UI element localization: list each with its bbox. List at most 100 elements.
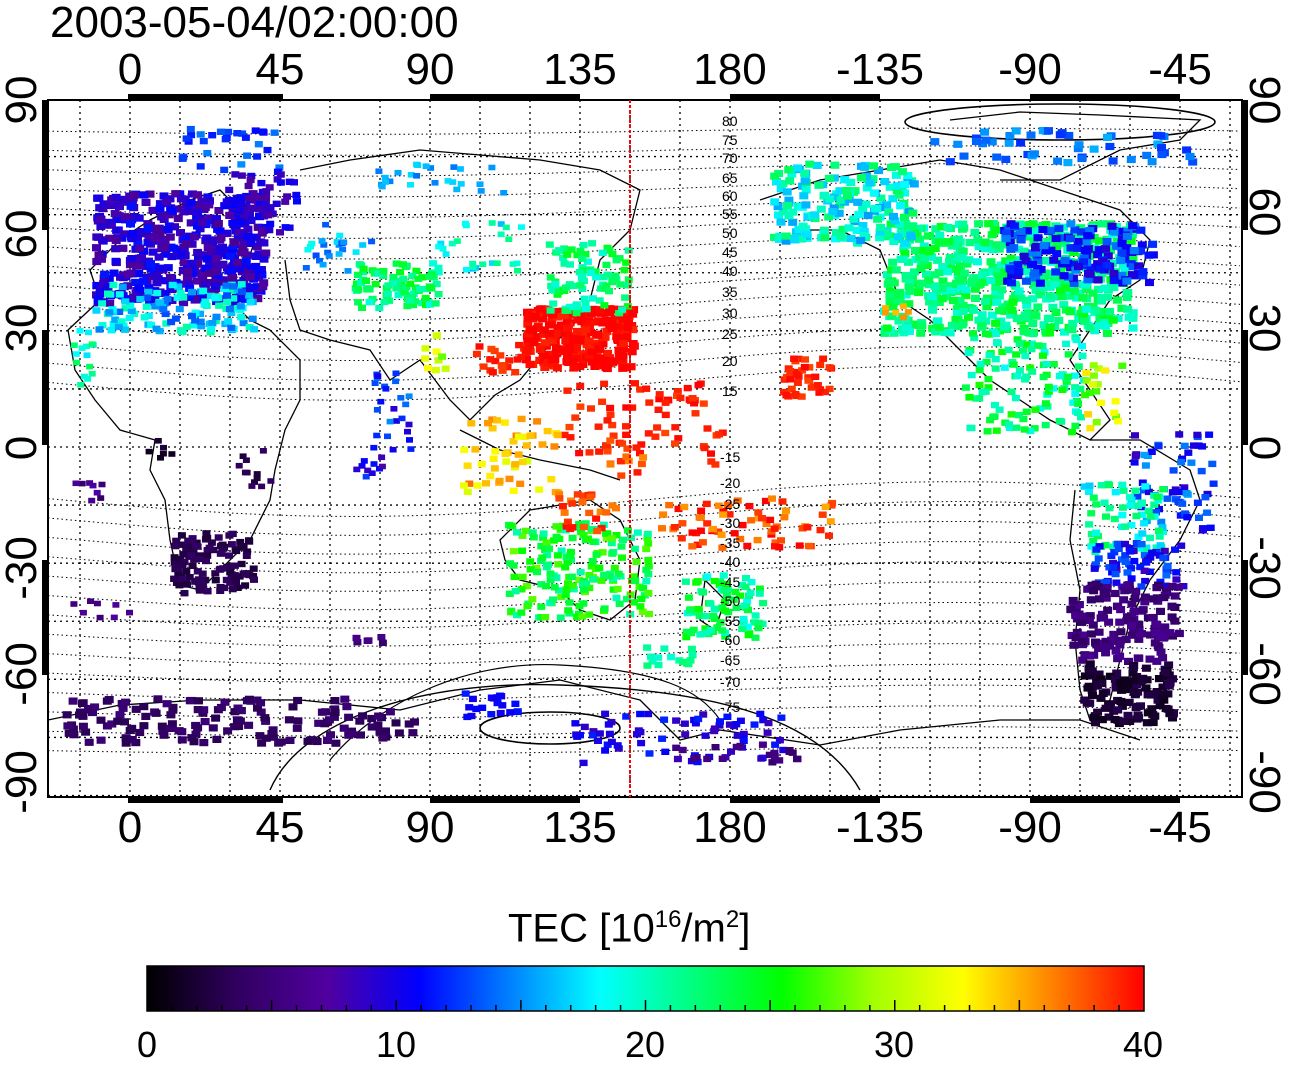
tec-pixel [991,226,1000,234]
tec-pixel [585,611,594,618]
tec-pixel [157,264,167,272]
tec-pixel [232,258,242,266]
tec-pixel [225,305,234,313]
tec-pixel [342,703,352,711]
tec-pixel [850,187,860,195]
tec-pixel [778,498,787,505]
tec-pixel [723,713,732,720]
tec-pixel [320,720,330,728]
tec-pixel [1123,711,1133,719]
tec-pixel [1164,681,1174,689]
tec-pixel [411,298,419,305]
tec-pixel [739,615,748,623]
tec-pixel [644,563,653,570]
tec-pixel [1107,552,1116,559]
tec-pixel [943,268,953,276]
tec-pixel [257,739,267,747]
tec-pixel [528,326,538,334]
tec-pixel [1072,336,1081,344]
tec-pixel [131,278,141,286]
tec-pixel [212,215,221,223]
tec-pixel [622,423,630,430]
tec-pixel [643,530,652,538]
tec-pixel [255,206,264,213]
tec-pixel [1133,711,1143,719]
tec-pixel [544,329,554,337]
tec-pixel [628,404,637,411]
tec-pixel [869,162,879,170]
tec-pixel [496,352,505,359]
tec-pixel [986,276,996,285]
tec-pixel [1127,622,1136,630]
tec-pixel [176,327,185,334]
tec-pixel [1038,284,1048,292]
tec-pixel [1116,697,1126,706]
tec-pixel [509,438,518,445]
tec-pixel [530,312,540,321]
tec-pixel [1159,594,1169,602]
tec-pixel [1144,507,1153,515]
tec-pixel [1090,327,1100,335]
tec-pixel [759,599,768,607]
tec-pixel [211,577,220,584]
tec-pixel [113,717,123,725]
tec-pixel [344,713,354,721]
tec-pixel [836,196,846,204]
tec-pixel [899,303,907,309]
tec-pixel [758,620,767,628]
tec-pixel [563,518,572,525]
tec-pixel [104,290,112,297]
tec-pixel [123,270,133,278]
tec-pixel [435,243,443,250]
tec-pixel [215,227,225,235]
tec-pixel [352,634,361,642]
tec-pixel [863,211,873,220]
tec-pixel [230,210,240,218]
tec-pixel [251,127,260,134]
tec-pixel [1079,258,1088,266]
lon-tick-bottom: 180 [693,803,767,852]
tec-pixel [501,450,510,458]
tec-pixel [211,294,220,302]
tec-pixel [576,382,585,390]
tec-pixel [517,609,526,616]
tec-pixel [1128,222,1138,230]
tec-pixel [841,187,851,195]
tec-pixel [1096,675,1106,683]
tec-pixel [389,273,398,281]
tec-pixel [488,416,497,423]
tec-pixel [1163,562,1172,570]
tec-pixel [1118,481,1127,488]
tec-pixel [471,446,480,453]
tec-pixel [583,258,592,265]
tec-pixel [953,140,963,148]
tec-pixel [1036,291,1046,299]
tec-pixel [1157,150,1167,159]
tec-pixel [247,204,257,212]
tec-pixel [1126,548,1135,555]
tec-pixel [1027,261,1036,269]
tec-pixel [569,364,579,372]
tec-pixel [88,497,96,504]
tec-pixel [766,516,775,524]
tec-pixel [569,333,579,341]
tec-pixel [621,294,630,301]
tec-pixel [606,437,615,444]
tec-pixel [139,722,149,730]
tec-pixel [261,194,271,202]
tec-pixel [1062,340,1071,347]
tec-pixel [1060,256,1070,264]
tec-pixel [590,362,600,370]
tec-pixel [104,275,114,283]
tec-pixel [150,234,160,242]
tec-pixel [1031,286,1041,294]
tec-pixel [605,247,614,254]
tec-pixel [955,277,964,285]
tec-pixel [135,287,145,295]
tec-pixel [680,503,689,511]
tec-pixel [782,392,791,399]
tec-pixel [513,708,522,715]
tec-pixel [365,298,374,306]
tec-pixel [915,235,924,243]
tec-pixel [497,362,506,369]
